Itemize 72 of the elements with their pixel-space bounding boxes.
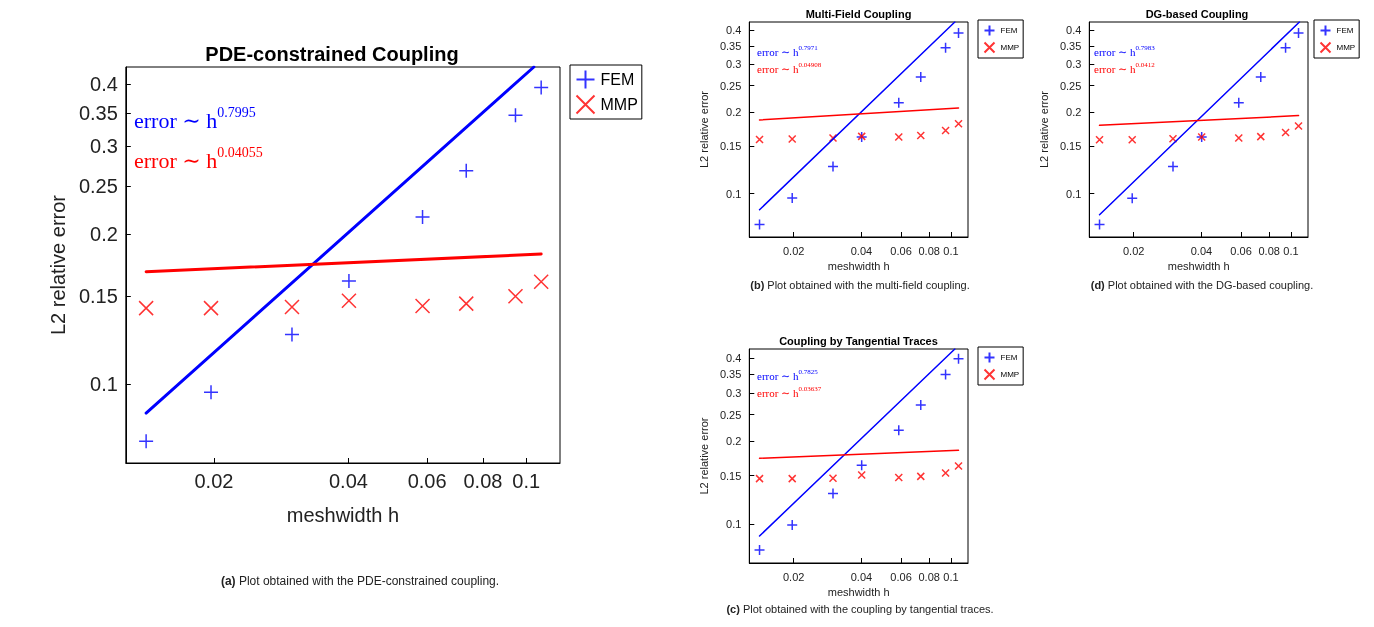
y-tick-label: 0.3 [726,386,742,399]
y-tick-label: 0.35 [719,40,742,52]
legend-label: MMP [600,96,638,113]
legend-label: FEM [1000,353,1018,362]
y-tick-label: 0.2 [726,106,742,118]
x-tick-label: 0.04 [1190,244,1213,257]
x-tick-label: 0.02 [1122,244,1145,257]
x-tick-label: 0.06 [890,244,912,257]
legend-label: FEM [1000,26,1018,35]
text: (d) Plot obtained with the DG-based coupling. [1090,278,1314,291]
x-tick-label: 0.08 [1258,244,1280,257]
legend-label: FEM [600,71,635,88]
x-tick-label: 0.04 [850,244,873,257]
y-tick-label: 0.4 [1066,24,1082,37]
y-tick-label: 0.2 [90,223,118,246]
chart-title: DG-based Coupling [1145,7,1249,20]
y-axis-title: L2 relative error [697,417,710,495]
x-tick-label: 0.1 [943,570,959,583]
legend-label: MMP [1000,43,1020,52]
x-tick-label: 0.08 [918,244,940,257]
x-tick-label: 0.08 [463,470,503,492]
y-axis-title: L2 relative error [1037,90,1050,169]
y-tick-label: 0.1 [726,187,742,200]
x-tick-label: 0.1 [943,244,959,257]
x-tick-label: 0.02 [782,244,805,257]
chart-title: Coupling by Tangential Traces [779,334,938,347]
y-tick-label: 0.1 [1066,187,1082,200]
y-tick-label: 0.15 [719,469,742,482]
y-axis-title: L2 relative error [47,194,69,336]
y-tick-label: 0.3 [726,58,742,71]
y-tick-label: 0.25 [719,79,742,92]
text: (a) Plot obtained with the PDE-constrained coupling. [220,574,500,588]
y-tick-label: 0.25 [78,174,118,197]
x-axis-title: meshwidth h [1167,260,1230,273]
x-tick-label: 0.02 [782,570,805,583]
x-tick-label: 0.06 [407,470,447,492]
x-tick-label: 0.06 [890,570,912,583]
y-tick-label: 0.25 [719,408,742,421]
text: (c) Plot obtained with the coupling by tangential traces. [726,602,994,615]
x-axis-title: meshwidth h [286,504,400,526]
y-tick-label: 0.4 [726,24,742,37]
y-tick-label: 0.1 [726,517,742,530]
x-tick-label: 0.08 [918,570,940,583]
x-tick-label: 0.06 [1230,244,1252,257]
legend-label: MMP [1000,370,1020,379]
x-tick-label: 0.04 [328,470,368,492]
y-tick-label: 0.2 [1066,106,1082,118]
y-tick-label: 0.2 [726,435,742,448]
y-axis-title: L2 relative error [697,90,710,169]
y-tick-label: 0.25 [1059,79,1082,92]
chart-title: Multi-Field Coupling [805,7,912,20]
y-tick-label: 0.15 [1059,139,1082,152]
text: (b) Plot obtained with the multi-field coupling. [750,278,970,291]
legend-label: MMP [1336,43,1356,52]
y-tick-label: 0.35 [1059,40,1082,52]
x-tick-label: 0.1 [512,470,541,492]
x-tick-label: 0.02 [194,470,234,492]
y-tick-label: 0.4 [726,352,742,365]
y-tick-label: 0.1 [90,372,118,395]
y-tick-label: 0.3 [1066,58,1082,71]
chart-title: PDE-constrained Coupling [205,43,459,65]
x-axis-title: meshwidth h [827,260,890,273]
y-tick-label: 0.15 [719,139,742,152]
x-tick-label: 0.1 [1283,244,1299,257]
y-tick-label: 0.35 [78,102,118,125]
y-tick-label: 0.3 [90,135,118,158]
y-tick-label: 0.4 [90,73,118,96]
y-tick-label: 0.35 [719,368,742,381]
y-tick-label: 0.15 [78,285,118,308]
x-axis-title: meshwidth h [827,586,890,599]
x-tick-label: 0.04 [850,570,873,583]
legend-label: FEM [1336,26,1354,35]
